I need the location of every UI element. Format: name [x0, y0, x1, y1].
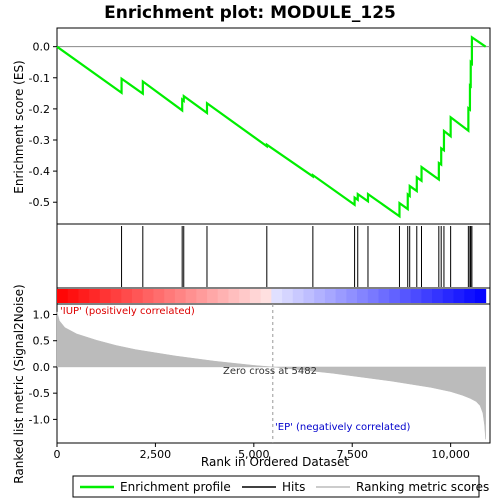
x-tick-label: 5,000	[238, 448, 270, 461]
heat-bar-cell	[142, 289, 154, 303]
heat-bar-cell	[432, 289, 444, 303]
es-panel: 0.0 -0.1 -0.2 -0.3 -0.4 -0.5	[29, 27, 491, 225]
heat-bar-cell	[314, 289, 326, 303]
x-tick-label: 10,000	[431, 448, 470, 461]
legend: Enrichment profile Hits Ranking metric s…	[72, 475, 489, 498]
heat-bar-cell	[121, 289, 133, 303]
chart-title: Enrichment plot: MODULE_125	[104, 3, 396, 23]
metric-y-ticks: 1.0 0.5 0.0 -0.5 -1.0	[29, 308, 57, 426]
hits-panel-frame	[56, 223, 491, 289]
heat-bar-cell	[410, 289, 422, 303]
heat-bar-cell	[464, 289, 476, 303]
heat-bar-cell	[303, 289, 315, 303]
positive-correlation-label: 'IUP' (positively correlated)	[60, 306, 195, 317]
es-y-tick-label: -0.1	[29, 72, 50, 85]
metric-y-axis-label: Ranked list metric (Signal2Noise)	[12, 284, 26, 483]
metric-y-tick-label: 1.0	[33, 308, 51, 321]
es-y-tick-label: -0.4	[29, 165, 50, 178]
metric-y-tick-label: 0.0	[33, 361, 51, 374]
heat-bar-cell	[453, 289, 465, 303]
heat-bar-cell	[239, 289, 251, 303]
heat-bar-cell	[174, 289, 187, 303]
es-y-tick-label: -0.3	[29, 134, 50, 147]
metric-y-tick-label: 0.5	[33, 335, 51, 348]
legend-item-metric: Ranking metric scores	[356, 480, 489, 494]
heat-bar-cell	[389, 289, 401, 303]
heat-bar-cell	[421, 289, 433, 303]
heat-bar-cell	[324, 289, 337, 303]
heat-bar-cell	[367, 289, 380, 303]
heat-bar-cell	[260, 289, 272, 303]
heat-bar-cell	[57, 289, 69, 303]
es-y-tick-label: 0.0	[33, 41, 51, 54]
heat-bar-cell	[442, 289, 455, 303]
heat-bar-cell	[228, 289, 240, 303]
es-panel-frame	[56, 27, 491, 225]
heat-bar-cell	[164, 289, 176, 303]
heat-bar-cell	[185, 289, 197, 303]
metric-y-tick-label: -0.5	[29, 387, 50, 400]
heat-bar-cell	[335, 289, 347, 303]
es-y-axis-label: Enrichment score (ES)	[12, 60, 26, 193]
heat-bar-cell	[292, 289, 304, 303]
x-axis-label: Rank in Ordered Dataset	[201, 455, 349, 469]
heat-bar-cell	[282, 289, 294, 303]
heat-bar-cell	[153, 289, 165, 303]
heat-bar-cell	[378, 289, 390, 303]
heat-bar-cell	[346, 289, 358, 303]
heat-bar-cell	[89, 289, 101, 303]
ranking-heat-bar	[56, 287, 491, 305]
heat-bar-cell	[217, 289, 229, 303]
heat-bar-cell	[357, 289, 369, 303]
heat-bar-cell	[67, 289, 79, 303]
heat-bar-cell	[110, 289, 122, 303]
zero-cross-label: Zero cross at 5482	[223, 366, 317, 377]
legend-item-enrichment: Enrichment profile	[120, 480, 231, 494]
hits-panel	[56, 223, 491, 289]
heat-bar-cell	[271, 289, 283, 303]
heat-bar-cell	[249, 289, 262, 303]
heat-bar-cell	[207, 289, 219, 303]
heat-bar-cells	[57, 289, 487, 303]
ranking-metric-area	[56, 311, 486, 440]
enrichment-profile-line	[56, 35, 487, 219]
heat-bar-cell	[78, 289, 90, 303]
es-y-tick-label: -0.5	[29, 196, 50, 209]
heat-bar-cell	[132, 289, 144, 303]
es-y-ticks: 0.0 -0.1 -0.2 -0.3 -0.4 -0.5	[29, 41, 57, 209]
heat-bar-cell	[399, 289, 412, 303]
heat-bar-cell	[196, 289, 208, 303]
heat-bar-cell	[99, 289, 112, 303]
negative-correlation-label: 'EP' (negatively correlated)	[275, 422, 410, 433]
x-tick-label: 0	[54, 448, 61, 461]
hits-lines	[121, 226, 473, 287]
legend-item-hits: Hits	[282, 480, 305, 494]
x-tick-label: 2,500	[140, 448, 172, 461]
metric-y-tick-label: -1.0	[29, 413, 50, 426]
x-tick-label: 7,500	[336, 448, 368, 461]
x-ticks: 0 2,500 5,000 7,500 10,000	[54, 443, 470, 461]
heat-bar-cell	[474, 289, 487, 303]
es-y-tick-label: -0.2	[29, 103, 50, 116]
metric-panel: 1.0 0.5 0.0 -0.5 -1.0 'IUP' (positively corr…	[29, 303, 491, 444]
